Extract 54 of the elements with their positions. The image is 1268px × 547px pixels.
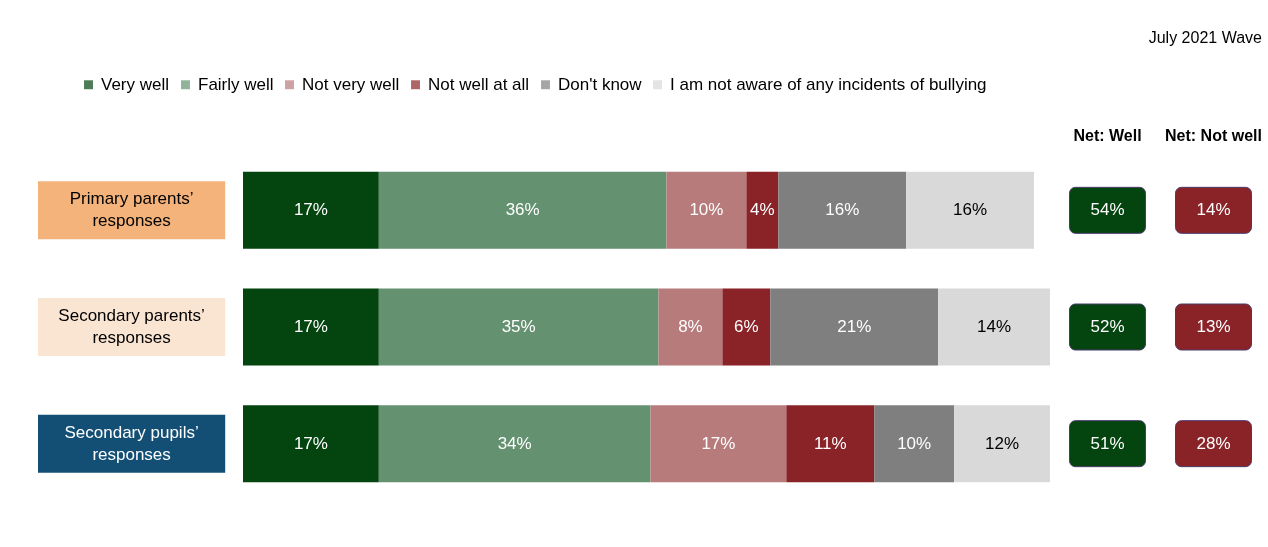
bar	[378, 405, 651, 483]
data-label: 16%	[953, 200, 988, 220]
data-label: 4%	[750, 200, 775, 220]
bar	[778, 171, 907, 249]
y-tick-label: Secondary parents’ responses	[58, 306, 205, 347]
bar	[938, 288, 1050, 366]
bar	[243, 288, 379, 366]
data-label: 17%	[293, 317, 328, 336]
bar	[378, 288, 659, 366]
data-label: 17%	[701, 433, 736, 453]
bar	[954, 405, 1050, 483]
legend-label: Fairly well	[198, 74, 274, 94]
data-label: 8%	[678, 317, 703, 336]
y-tick-label: Primary parents’ responses	[69, 189, 194, 231]
bar	[658, 288, 723, 366]
bar	[786, 405, 875, 483]
bar	[874, 405, 955, 483]
legend-label: Very well	[101, 74, 170, 94]
data-label: 21%	[837, 317, 872, 336]
bar	[770, 288, 939, 366]
data-label: 16%	[825, 200, 860, 220]
text: 14%	[1196, 200, 1231, 220]
text: 13%	[1196, 317, 1231, 336]
legend-label: Not very well	[302, 74, 400, 94]
bar	[746, 171, 779, 249]
data-label: 11%	[813, 433, 847, 453]
data-label: 12%	[985, 433, 1020, 453]
data-label: 14%	[977, 317, 1012, 336]
bar	[378, 171, 667, 249]
data-label: 10%	[897, 433, 932, 453]
data-label: 36%	[505, 200, 540, 220]
text: 52%	[1090, 317, 1125, 336]
text: Net: Well	[1073, 127, 1142, 144]
data-label: 35%	[501, 317, 536, 336]
data-label: 34%	[497, 433, 532, 453]
data-label: 17%	[293, 433, 328, 453]
legend-label: Don't know	[558, 74, 643, 94]
legend-label: Not well at all	[428, 74, 530, 94]
text: 54%	[1090, 200, 1125, 220]
data-label: 17%	[293, 200, 328, 220]
text: 51%	[1090, 433, 1125, 453]
bar	[243, 171, 379, 249]
data-label: 10%	[689, 200, 724, 220]
y-tick-label: Secondary pupils’ responses	[64, 422, 199, 464]
bar	[722, 288, 771, 366]
text: Net: Not well	[1165, 127, 1262, 144]
bar	[650, 405, 787, 483]
text: 28%	[1196, 433, 1231, 453]
legend-label: I am not aware of any incidents of bullying	[670, 74, 987, 94]
bar	[666, 171, 747, 249]
bar	[243, 405, 379, 483]
data-label: 6%	[734, 317, 759, 336]
bar	[906, 171, 1035, 249]
text: July 2021 Wave	[1148, 29, 1263, 46]
